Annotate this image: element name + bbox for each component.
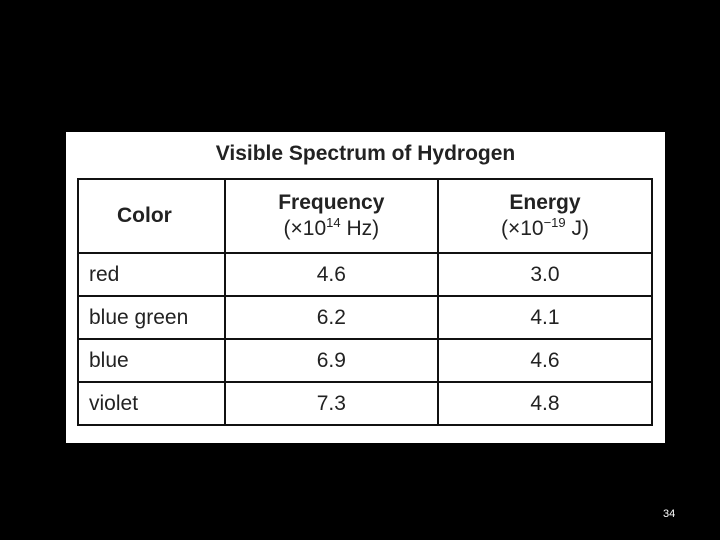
table-image: Visible Spectrum of Hydrogen Color Frequ… (66, 132, 665, 443)
header-cell: Frequency (×1014 Hz) (223, 178, 439, 254)
table-body: red 4.6 3.0 blue green 6.2 4.1 blue 6.9 4.6 viole… (77, 252, 654, 426)
header-name: Energy (509, 191, 581, 214)
table-row: blue 6.9 4.6 (77, 338, 654, 383)
unit-open: (×10 (283, 217, 327, 240)
data-table: Color Frequency (×1014 Hz) Energy (×10−19 … (77, 178, 654, 426)
table-cell: 4.1 (436, 295, 654, 340)
unit-exponent: −19 (543, 215, 566, 230)
table-cell: 7.3 (223, 381, 439, 426)
header-name: Color (117, 204, 172, 227)
header-unit: (×1014 Hz) (283, 215, 380, 240)
table-cell: 3.0 (436, 252, 654, 297)
unit-open: (×10 (500, 217, 544, 240)
table-cell: red (77, 252, 226, 297)
header-cell: Energy (×10−19 J) (436, 178, 654, 254)
table-row: violet 7.3 4.8 (77, 381, 654, 426)
page-number: 34 (663, 508, 676, 520)
table-row: red 4.6 3.0 (77, 252, 654, 297)
table-title: Visible Spectrum of Hydrogen (215, 142, 516, 165)
table-cell: 4.6 (223, 252, 439, 297)
header-cell: Color (77, 178, 226, 254)
table-cell: 4.8 (436, 381, 654, 426)
header-row: Color Frequency (×1014 Hz) Energy (×10−19 … (77, 178, 654, 254)
header-unit: (×10−19 J) (500, 215, 589, 240)
table-cell: 6.2 (223, 295, 439, 340)
table-cell: 4.6 (436, 338, 654, 383)
table-cell: blue green (77, 295, 226, 340)
unit-close: Hz) (340, 217, 380, 240)
unit-exponent: 14 (326, 215, 341, 230)
header-name: Frequency (278, 191, 385, 214)
table-row: blue green 6.2 4.1 (77, 295, 654, 340)
table-cell: 6.9 (223, 338, 439, 383)
unit-close: J) (565, 217, 589, 240)
table-cell: violet (77, 381, 226, 426)
table-cell: blue (77, 338, 226, 383)
